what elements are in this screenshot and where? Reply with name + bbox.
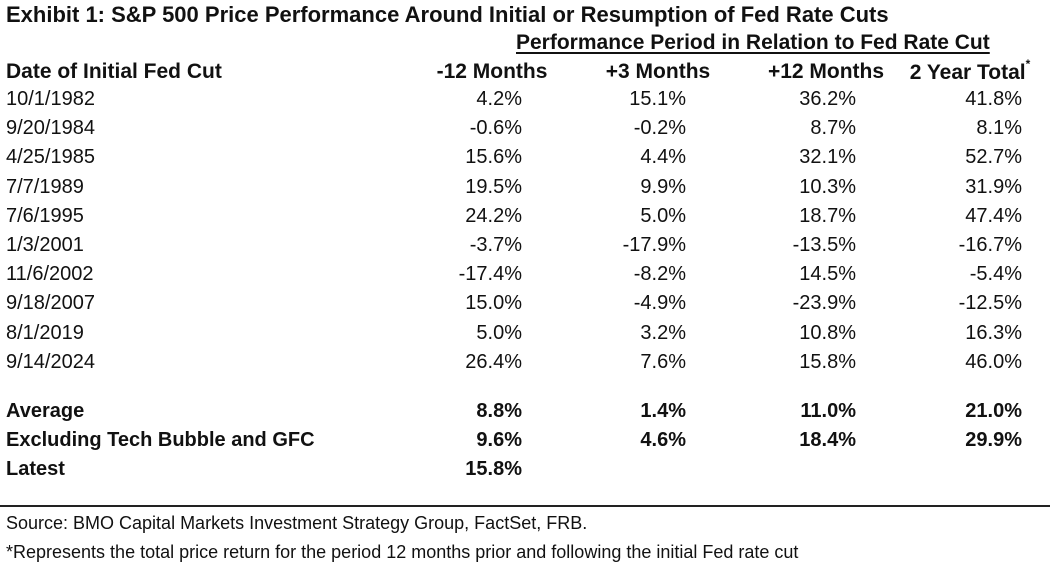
- cell-plus-12-months: 32.1%: [799, 146, 856, 169]
- cell-plus-3-months: 4.4%: [640, 146, 686, 169]
- cell-minus-12-months: -0.6%: [469, 117, 522, 140]
- cell-plus-12-months: 11.0%: [800, 400, 856, 422]
- summary-row: Excluding Tech Bubble and GFC 9.6% 4.6% 18.…: [0, 427, 1050, 456]
- cell-plus-3-months: 15.1%: [629, 88, 686, 110]
- footnote: *Represents the total price return for t…: [6, 542, 799, 562]
- cell-2-year-total: 41.8%: [965, 88, 1022, 110]
- cell-plus-3-months: 1.4%: [640, 400, 686, 422]
- cell-plus-3-months: 5.0%: [640, 204, 686, 227]
- cell-plus-3-months: -17.9%: [622, 234, 686, 256]
- cell-plus-12-months: 18.4%: [799, 429, 856, 452]
- cell-2-year-total: -12.5%: [958, 292, 1022, 315]
- source-note: Source: BMO Capital Markets Investment S…: [6, 513, 588, 533]
- cell-minus-12-months: 4.2%: [476, 88, 522, 110]
- cell-plus-3-months: 3.2%: [640, 321, 686, 344]
- cell-plus-3-months: 7.6%: [640, 350, 686, 373]
- table-row: 9/20/1984 -0.6% -0.2% 8.7% 8.1%: [0, 115, 1050, 144]
- cell-plus-12-months: 18.7%: [799, 204, 856, 227]
- column-header-date: Date of Initial Fed Cut: [6, 60, 222, 83]
- cell-minus-12-months: 15.6%: [465, 146, 522, 169]
- cell-plus-3-months: 4.6%: [640, 429, 686, 452]
- summary-label: Latest: [6, 458, 65, 481]
- cell-2-year-total: 29.9%: [965, 429, 1022, 452]
- table-row: 1/3/2001 -3.7% -17.9% -13.5% -16.7%: [0, 232, 1050, 261]
- cell-2-year-total: 21.0%: [965, 400, 1022, 422]
- table-row: 8/1/2019 5.0% 3.2% 10.8% 16.3%: [0, 320, 1050, 349]
- cell-date: 7/6/1995: [6, 204, 84, 227]
- cell-2-year-total: 8.1%: [976, 117, 1022, 140]
- summary-row: Latest 15.8%: [0, 456, 1050, 485]
- cell-date: 10/1/1982: [6, 88, 95, 110]
- cell-plus-12-months: 10.3%: [799, 175, 856, 198]
- cell-date: 11/6/2002: [6, 263, 94, 286]
- table-row: 7/7/1989 19.5% 9.9% 10.3% 31.9%: [0, 174, 1050, 203]
- cell-minus-12-months: 15.8%: [465, 458, 522, 481]
- divider: [0, 505, 1050, 507]
- column-header-minus-12-months: -12 Months: [436, 60, 548, 83]
- table-row: 11/6/2002 -17.4% -8.2% 14.5% -5.4%: [0, 261, 1050, 290]
- cell-minus-12-months: 19.5%: [465, 175, 522, 198]
- cell-plus-3-months: -0.2%: [633, 117, 686, 140]
- cell-plus-3-months: -8.2%: [633, 263, 686, 286]
- cell-plus-12-months: 14.5%: [799, 263, 856, 286]
- cell-2-year-total: 16.3%: [965, 321, 1022, 344]
- cell-minus-12-months: 9.6%: [476, 429, 522, 452]
- column-header-2-year-total: 2 Year Total*: [909, 57, 1031, 84]
- cell-plus-3-months: -4.9%: [633, 292, 686, 315]
- cell-plus-12-months: -23.9%: [792, 292, 856, 315]
- summary-label: Average: [6, 400, 85, 422]
- summary-label: Excluding Tech Bubble and GFC: [6, 429, 315, 452]
- cell-minus-12-months: -17.4%: [458, 263, 522, 286]
- cell-plus-3-months: 9.9%: [640, 175, 686, 198]
- column-header-plus-12-months: +12 Months: [767, 60, 885, 83]
- cell-date: 9/20/1984: [6, 117, 95, 140]
- cell-2-year-total: 46.0%: [965, 350, 1022, 373]
- table-row: 9/14/2024 26.4% 7.6% 15.8% 46.0%: [0, 349, 1050, 378]
- cell-plus-12-months: -13.5%: [792, 234, 856, 256]
- cell-minus-12-months: 8.8%: [476, 400, 522, 422]
- cell-date: 1/3/2001: [6, 234, 84, 256]
- cell-minus-12-months: 24.2%: [465, 204, 522, 227]
- cell-date: 4/25/1985: [6, 146, 95, 169]
- cell-plus-12-months: 36.2%: [799, 88, 856, 110]
- cell-date: 9/14/2024: [6, 350, 95, 373]
- cell-plus-12-months: 8.7%: [810, 117, 856, 140]
- cell-2-year-total: -16.7%: [958, 234, 1022, 256]
- summary-row: Average 8.8% 1.4% 11.0% 21.0%: [0, 398, 1050, 427]
- cell-minus-12-months: 5.0%: [476, 321, 522, 344]
- cell-minus-12-months: 26.4%: [465, 350, 522, 373]
- cell-2-year-total: -5.4%: [969, 263, 1022, 286]
- group-header: Performance Period in Relation to Fed Ra…: [516, 31, 990, 54]
- cell-2-year-total: 31.9%: [965, 175, 1022, 198]
- table-row: 10/1/1982 4.2% 15.1% 36.2% 41.8%: [0, 86, 1050, 115]
- cell-date: 7/7/1989: [6, 175, 84, 198]
- cell-2-year-total: 47.4%: [965, 204, 1022, 227]
- column-header-plus-3-months: +3 Months: [605, 60, 711, 83]
- cell-date: 9/18/2007: [6, 292, 95, 315]
- table-row: 4/25/1985 15.6% 4.4% 32.1% 52.7%: [0, 144, 1050, 173]
- cell-plus-12-months: 15.8%: [799, 350, 856, 373]
- cell-date: 8/1/2019: [6, 321, 84, 344]
- cell-2-year-total: 52.7%: [965, 146, 1022, 169]
- table-row: 9/18/2007 15.0% -4.9% -23.9% -12.5%: [0, 290, 1050, 319]
- cell-minus-12-months: -3.7%: [469, 234, 522, 256]
- cell-plus-12-months: 10.8%: [799, 321, 856, 344]
- cell-minus-12-months: 15.0%: [465, 292, 522, 315]
- table-row: 7/6/1995 24.2% 5.0% 18.7% 47.4%: [0, 203, 1050, 232]
- chart-title: Exhibit 1: S&P 500 Price Performance Aro…: [6, 2, 889, 27]
